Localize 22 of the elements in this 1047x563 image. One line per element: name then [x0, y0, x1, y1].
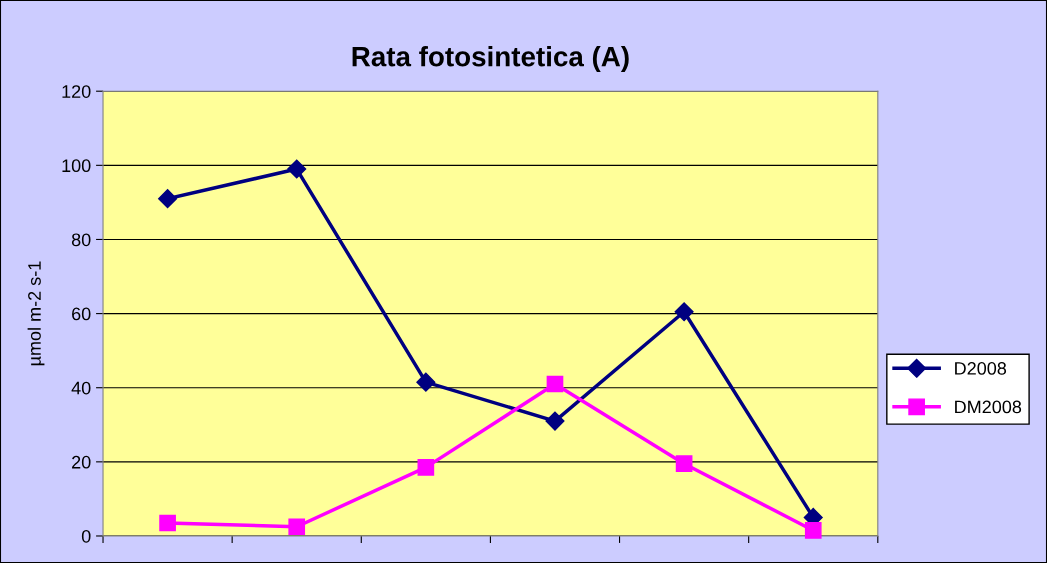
y-axis-title: µmol m-2 s-1 [27, 261, 45, 366]
y-tick-label: 120 [62, 85, 91, 98]
y-tick-label: 0 [81, 529, 91, 543]
y-tick-label: 100 [62, 159, 91, 173]
y-tick-label: 80 [71, 233, 91, 247]
legend-label: D2008 [955, 362, 1007, 375]
legend-label: DM2008 [955, 400, 1022, 414]
point [417, 459, 435, 476]
point [804, 522, 822, 539]
chart-title: Rata fotosintetica (A) [352, 46, 629, 72]
y-tick-label: 20 [72, 455, 91, 469]
point [288, 518, 306, 536]
point [159, 514, 176, 532]
point [545, 411, 565, 431]
point [158, 189, 178, 209]
point [674, 302, 694, 322]
point [546, 375, 564, 393]
point [416, 372, 436, 392]
y-tick-label: 40 [71, 381, 91, 395]
point [675, 455, 693, 473]
point [287, 159, 307, 179]
y-tick-label: 60 [72, 307, 91, 321]
